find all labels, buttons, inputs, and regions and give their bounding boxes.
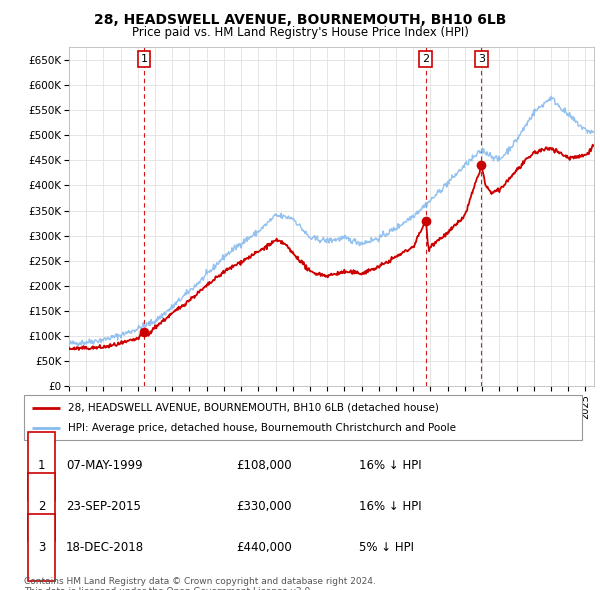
Text: 23-SEP-2015: 23-SEP-2015: [66, 500, 141, 513]
Text: 16% ↓ HPI: 16% ↓ HPI: [359, 460, 421, 473]
Text: 28, HEADSWELL AVENUE, BOURNEMOUTH, BH10 6LB (detached house): 28, HEADSWELL AVENUE, BOURNEMOUTH, BH10 …: [68, 403, 439, 412]
Text: HPI: Average price, detached house, Bournemouth Christchurch and Poole: HPI: Average price, detached house, Bour…: [68, 424, 455, 434]
Bar: [28, 514, 55, 582]
Text: 18-DEC-2018: 18-DEC-2018: [66, 541, 144, 554]
Text: 2: 2: [38, 500, 46, 513]
Text: Price paid vs. HM Land Registry's House Price Index (HPI): Price paid vs. HM Land Registry's House …: [131, 26, 469, 39]
Text: £108,000: £108,000: [236, 460, 292, 473]
Bar: [28, 432, 55, 500]
Text: 1: 1: [141, 54, 148, 64]
Text: 1: 1: [38, 460, 46, 473]
Text: 28, HEADSWELL AVENUE, BOURNEMOUTH, BH10 6LB: 28, HEADSWELL AVENUE, BOURNEMOUTH, BH10 …: [94, 13, 506, 27]
Text: £440,000: £440,000: [236, 541, 292, 554]
Text: £330,000: £330,000: [236, 500, 292, 513]
Text: 2: 2: [422, 54, 430, 64]
Bar: [28, 473, 55, 540]
Text: 07-MAY-1999: 07-MAY-1999: [66, 460, 142, 473]
Text: Contains HM Land Registry data © Crown copyright and database right 2024.
This d: Contains HM Land Registry data © Crown c…: [24, 577, 376, 590]
Text: 3: 3: [38, 541, 46, 554]
Text: 16% ↓ HPI: 16% ↓ HPI: [359, 500, 421, 513]
Text: 5% ↓ HPI: 5% ↓ HPI: [359, 541, 414, 554]
Text: 3: 3: [478, 54, 485, 64]
